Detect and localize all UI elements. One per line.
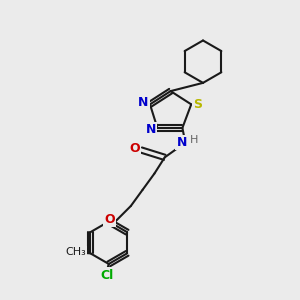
Text: Cl: Cl [101, 268, 114, 282]
Text: H: H [189, 135, 198, 145]
Text: N: N [146, 123, 156, 136]
Text: O: O [129, 142, 140, 155]
Text: N: N [138, 96, 149, 110]
Text: N: N [177, 136, 187, 149]
Text: O: O [104, 213, 115, 226]
Text: CH₃: CH₃ [65, 247, 86, 257]
Text: S: S [193, 98, 202, 111]
